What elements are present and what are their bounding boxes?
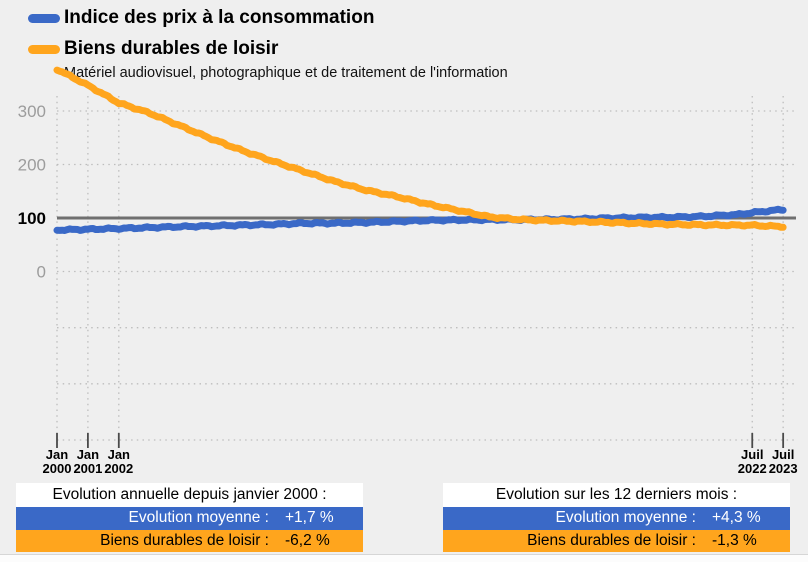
info-box-title: Evolution sur les 12 derniers mois : (443, 483, 790, 507)
info-row-value: -6,2 % (285, 531, 330, 549)
svg-text:Juil: Juil (772, 447, 794, 462)
leisure-series-dash-icon (28, 44, 60, 54)
svg-text:Jan: Jan (77, 447, 99, 462)
svg-text:200: 200 (18, 156, 46, 175)
svg-text:2023: 2023 (769, 461, 798, 476)
info-row-average-cpi: Evolution moyenne : +1,7 % (16, 507, 363, 530)
info-row-label: Biens durables de loisir : (100, 531, 269, 549)
info-row-value: +4,3 % (712, 509, 761, 527)
info-row-label: Evolution moyenne : (128, 509, 269, 527)
cpi-series-label: Indice des prix à la consommation (64, 7, 375, 28)
info-row-leisure-goods: Biens durables de loisir : -1,3 % (443, 529, 790, 552)
cpi-series-dash-icon (28, 13, 60, 23)
info-row-average-cpi: Evolution moyenne : +4,3 % (443, 507, 790, 530)
svg-text:300: 300 (18, 102, 46, 121)
info-row-leisure-goods: Biens durables de loisir : -6,2 % (16, 529, 363, 552)
info-row-label: Biens durables de loisir : (527, 531, 696, 549)
info-box-annual-since-2000: Evolution annuelle depuis janvier 2000 :… (16, 483, 363, 552)
svg-text:0: 0 (37, 263, 46, 282)
svg-text:2002: 2002 (104, 461, 133, 476)
svg-text:Juil: Juil (741, 447, 763, 462)
chart-subtitle: Matériel audiovisuel, photographique et … (64, 65, 508, 81)
bottom-strip (0, 554, 808, 562)
svg-text:Jan: Jan (108, 447, 130, 462)
leisure-series-label: Biens durables de loisir (64, 38, 279, 59)
info-row-value: +1,7 % (285, 509, 334, 527)
info-row-label: Evolution moyenne : (555, 509, 696, 527)
chart-legend: Indice des prix à la consommation Biens … (28, 7, 508, 81)
legend-row-leisure: Biens durables de loisir (28, 38, 508, 60)
svg-text:2000: 2000 (43, 461, 72, 476)
svg-text:2001: 2001 (73, 461, 102, 476)
legend-row-cpi: Indice des prix à la consommation (28, 7, 508, 29)
info-row-value: -1,3 % (712, 531, 757, 549)
svg-text:100: 100 (18, 209, 46, 228)
svg-text:2022: 2022 (738, 461, 767, 476)
info-box-last-12-months: Evolution sur les 12 derniers mois : Evo… (443, 483, 790, 552)
info-box-title: Evolution annuelle depuis janvier 2000 : (16, 483, 363, 507)
svg-text:Jan: Jan (46, 447, 68, 462)
